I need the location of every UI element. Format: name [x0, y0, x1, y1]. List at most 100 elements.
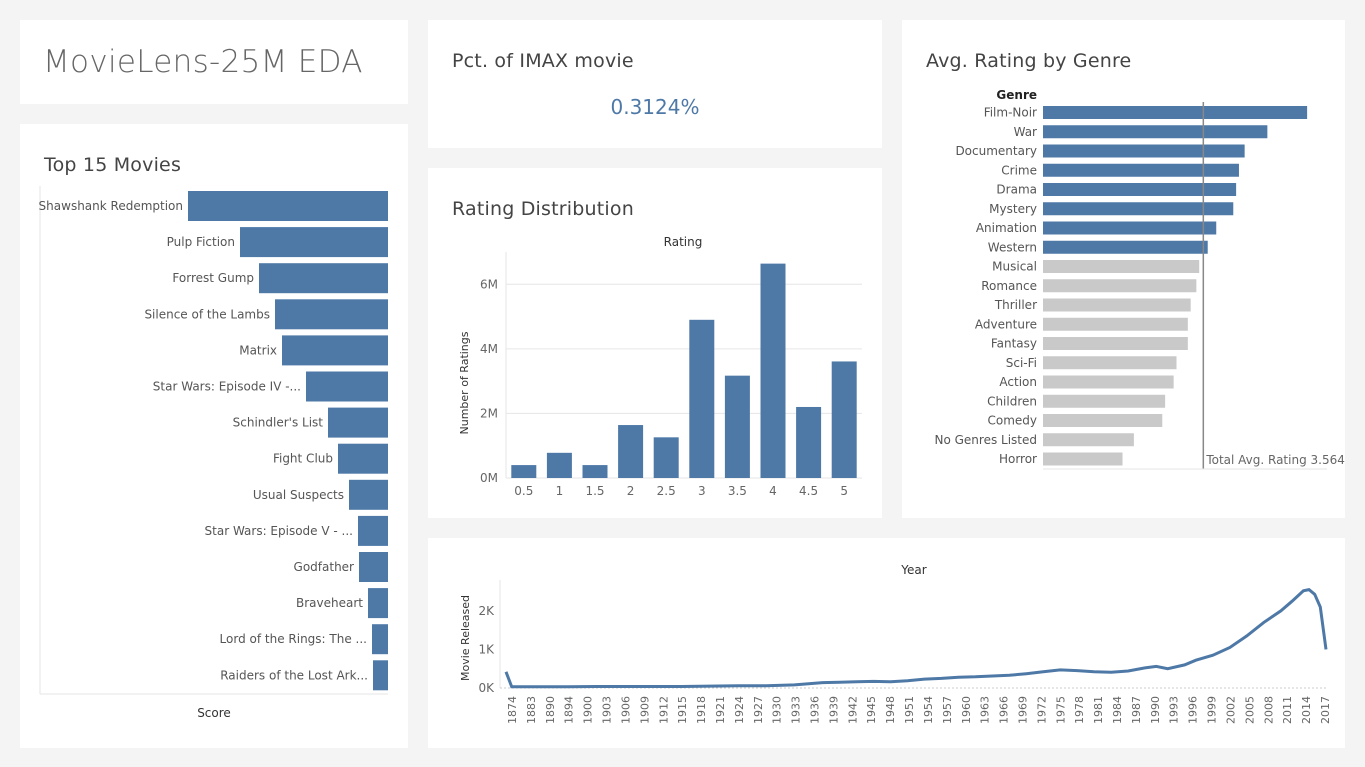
- genre-bar[interactable]: [1043, 221, 1217, 235]
- top-movie-bar[interactable]: [368, 588, 388, 619]
- top-movies-chart: Shawshank Redemption Pulp Fiction Forrest …: [39, 186, 388, 720]
- year-xtick-label: 2008: [1262, 696, 1275, 724]
- top-movie-label: Star Wars: Episode V - ...: [205, 524, 353, 538]
- year-xtick-label: 2017: [1319, 696, 1332, 724]
- genre-bar[interactable]: [1043, 375, 1174, 389]
- genre-label: Mystery: [989, 202, 1037, 216]
- genre-label: Crime: [1001, 163, 1037, 177]
- year-xtick-label: 1883: [525, 696, 538, 724]
- top-movie-label: Silence of the Lambs: [144, 307, 270, 321]
- imax-kpi-value: 0.3124%: [610, 95, 700, 119]
- genre-label: Drama: [996, 183, 1037, 197]
- genre-bar[interactable]: [1043, 260, 1200, 273]
- genre-bar[interactable]: [1043, 144, 1245, 158]
- genre-bar[interactable]: [1043, 317, 1188, 331]
- genre-label: Western: [988, 240, 1037, 254]
- rating-xtick-label: 1.5: [585, 484, 604, 498]
- genre-label: Documentary: [955, 144, 1037, 158]
- genre-bar[interactable]: [1043, 337, 1188, 350]
- rating-xtick-label: 5: [840, 484, 848, 498]
- genre-bar[interactable]: [1043, 125, 1268, 139]
- rating-dist-chart: Rating Number of Ratings 0M 2M 4M 6M 0.5 1 1.…: [458, 235, 862, 498]
- top-movie-bar[interactable]: [259, 263, 388, 294]
- rating-xtick-label: 2.5: [657, 484, 676, 498]
- year-xtick-label: 1948: [884, 696, 897, 724]
- genre-label: Children: [987, 394, 1037, 408]
- rating-bar[interactable]: [653, 437, 679, 478]
- top-movie-bar[interactable]: [306, 371, 388, 402]
- rating-bar[interactable]: [796, 406, 822, 478]
- top-movie-bar[interactable]: [275, 299, 388, 330]
- genre-bar[interactable]: [1043, 240, 1208, 254]
- genre-label: Thriller: [994, 298, 1037, 312]
- top-movie-bar[interactable]: [358, 515, 388, 546]
- top-movie-label: Shawshank Redemption: [39, 199, 183, 213]
- top-movies-title: Top 15 Movies: [44, 154, 182, 176]
- genre-bar[interactable]: [1043, 106, 1308, 119]
- top-movie-bar[interactable]: [349, 479, 388, 510]
- top-movies-xlabel: Score: [197, 706, 231, 720]
- top-movie-bar[interactable]: [240, 227, 388, 258]
- rating-xtick-label: 4: [769, 484, 777, 498]
- rating-dist-ylabel: Number of Ratings: [458, 331, 471, 434]
- year-xtick-label: 1993: [1168, 696, 1181, 724]
- year-xtick-label: 1924: [733, 696, 746, 724]
- genre-label: Horror: [999, 452, 1037, 466]
- year-xtick-label: 1921: [714, 696, 727, 724]
- genre-bar[interactable]: [1043, 298, 1191, 312]
- year-xtick-label: 1975: [1054, 696, 1067, 724]
- rating-bar[interactable]: [724, 375, 750, 478]
- genre-label: Comedy: [987, 414, 1037, 428]
- year-panel: Year Movie Released 0K 1K 2K 1874 1883 1890 1…: [428, 538, 1345, 748]
- year-xtick-label: 1966: [998, 696, 1011, 724]
- rating-dist-panel: Rating Distribution Rating Number of Rat…: [428, 168, 882, 518]
- rating-bar[interactable]: [760, 263, 786, 478]
- genre-label: Sci-Fi: [1006, 356, 1037, 370]
- genre-label: Musical: [992, 260, 1037, 274]
- genre-bar[interactable]: [1043, 163, 1239, 177]
- top-movie-label: Pulp Fiction: [167, 235, 235, 249]
- top-movie-bar[interactable]: [338, 443, 388, 474]
- rating-bar[interactable]: [831, 361, 857, 478]
- rating-bar[interactable]: [689, 319, 715, 478]
- imax-kpi-panel: Pct. of IMAX movie 0.3124%: [428, 20, 882, 148]
- year-xtick-label: 1942: [846, 696, 859, 724]
- genre-label: No Genres Listed: [934, 433, 1037, 447]
- rating-bar[interactable]: [546, 452, 572, 478]
- genre-bar[interactable]: [1043, 356, 1177, 370]
- year-xtick-label: 1963: [979, 696, 992, 724]
- top-movie-bar[interactable]: [373, 660, 388, 691]
- genre-reference-label: Total Avg. Rating 3.5645: [1205, 453, 1345, 467]
- year-xtick-label: 1939: [827, 696, 840, 724]
- genre-bar[interactable]: [1043, 433, 1134, 447]
- top-movie-bar[interactable]: [282, 335, 388, 366]
- rating-bar[interactable]: [582, 465, 608, 478]
- top-movies-panel: Top 15 Movies Shawshank Redemption Pulp F…: [20, 124, 408, 748]
- year-xtick-label: 1969: [1017, 696, 1030, 724]
- genre-bar[interactable]: [1043, 202, 1234, 216]
- genre-label: Animation: [976, 221, 1037, 235]
- year-xtick-label: 1936: [809, 696, 822, 724]
- top-movie-label: Usual Suspects: [253, 488, 344, 502]
- genre-bar[interactable]: [1043, 414, 1163, 427]
- rating-xtick-label: 0.5: [514, 484, 533, 498]
- top-movie-bar[interactable]: [359, 552, 388, 582]
- rating-bar[interactable]: [511, 465, 537, 478]
- genre-bar[interactable]: [1043, 183, 1237, 196]
- genre-label: Romance: [981, 279, 1037, 293]
- top-movie-bar[interactable]: [328, 407, 388, 438]
- year-xtick-label: 1954: [922, 696, 935, 724]
- year-xtick-label: 1996: [1187, 696, 1200, 724]
- genre-bar[interactable]: [1043, 394, 1166, 408]
- top-movie-label: Schindler's List: [233, 416, 324, 430]
- top-movie-bar[interactable]: [188, 191, 388, 221]
- dashboard-title: MovieLens-25M EDA: [43, 44, 363, 80]
- genre-bar[interactable]: [1043, 452, 1123, 466]
- rating-bar[interactable]: [618, 425, 644, 478]
- genre-bar[interactable]: [1043, 279, 1197, 293]
- year-xtick-label: 1927: [752, 696, 765, 724]
- year-xtick-label: 1984: [1111, 696, 1124, 724]
- year-xtick-label: 1894: [563, 696, 576, 724]
- rating-xtick-label: 1: [556, 484, 564, 498]
- top-movie-bar[interactable]: [372, 624, 388, 655]
